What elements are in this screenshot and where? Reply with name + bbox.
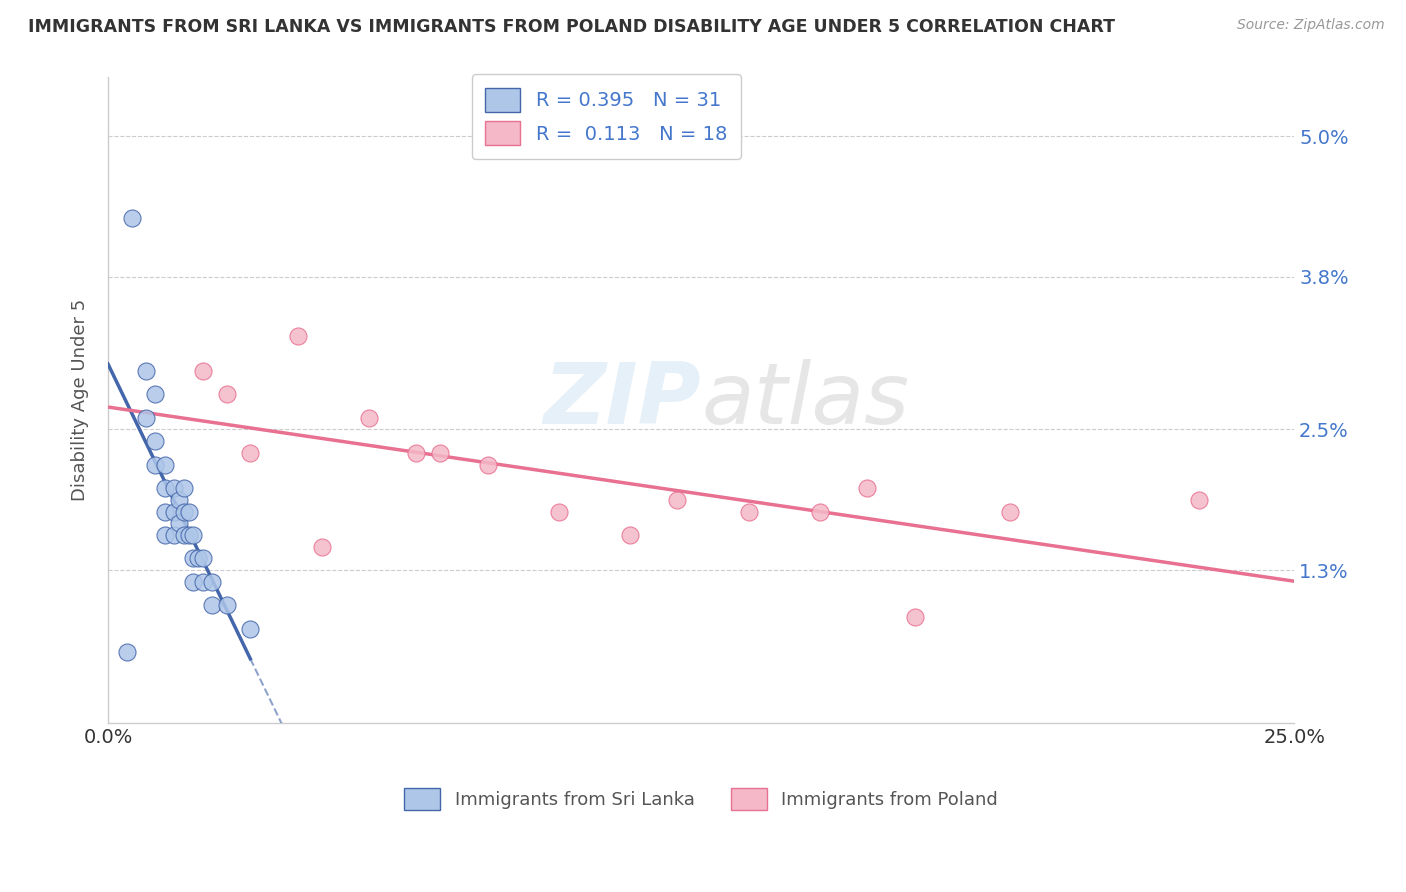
Point	[287, 328, 309, 343]
Point	[145, 387, 167, 401]
Point	[153, 504, 176, 518]
Point	[666, 492, 689, 507]
Point	[173, 504, 195, 518]
Point	[153, 528, 176, 542]
Point	[183, 551, 205, 566]
Point	[177, 504, 200, 518]
Point	[163, 528, 186, 542]
Point	[201, 574, 224, 589]
Text: IMMIGRANTS FROM SRI LANKA VS IMMIGRANTS FROM POLAND DISABILITY AGE UNDER 5 CORRE: IMMIGRANTS FROM SRI LANKA VS IMMIGRANTS …	[28, 18, 1115, 36]
Point	[191, 574, 214, 589]
Point	[808, 504, 831, 518]
Point	[173, 528, 195, 542]
Point	[153, 458, 176, 472]
Point	[547, 504, 569, 518]
Point	[998, 504, 1021, 518]
Point	[215, 387, 238, 401]
Point	[737, 504, 759, 518]
Point	[187, 551, 209, 566]
Point	[429, 446, 451, 460]
Point	[239, 446, 262, 460]
Point	[477, 458, 499, 472]
Text: atlas: atlas	[702, 359, 910, 442]
Point	[153, 481, 176, 495]
Point	[856, 481, 879, 495]
Point	[145, 458, 167, 472]
Point	[357, 410, 380, 425]
Point	[191, 364, 214, 378]
Point	[201, 599, 224, 613]
Point	[619, 528, 641, 542]
Point	[121, 211, 143, 226]
Point	[311, 540, 333, 554]
Y-axis label: Disability Age Under 5: Disability Age Under 5	[72, 299, 89, 501]
Point	[183, 528, 205, 542]
Point	[163, 504, 186, 518]
Point	[177, 528, 200, 542]
Point	[173, 481, 195, 495]
Text: Source: ZipAtlas.com: Source: ZipAtlas.com	[1237, 18, 1385, 32]
Point	[163, 481, 186, 495]
Point	[215, 599, 238, 613]
Legend: Immigrants from Sri Lanka, Immigrants from Poland: Immigrants from Sri Lanka, Immigrants fr…	[394, 777, 1010, 821]
Point	[405, 446, 427, 460]
Point	[191, 551, 214, 566]
Point	[145, 434, 167, 449]
Point	[135, 364, 157, 378]
Text: ZIP: ZIP	[544, 359, 702, 442]
Point	[115, 645, 138, 659]
Point	[135, 410, 157, 425]
Point	[183, 574, 205, 589]
Point	[167, 492, 190, 507]
Point	[167, 516, 190, 531]
Point	[239, 622, 262, 636]
Point	[904, 610, 927, 624]
Point	[1188, 492, 1211, 507]
